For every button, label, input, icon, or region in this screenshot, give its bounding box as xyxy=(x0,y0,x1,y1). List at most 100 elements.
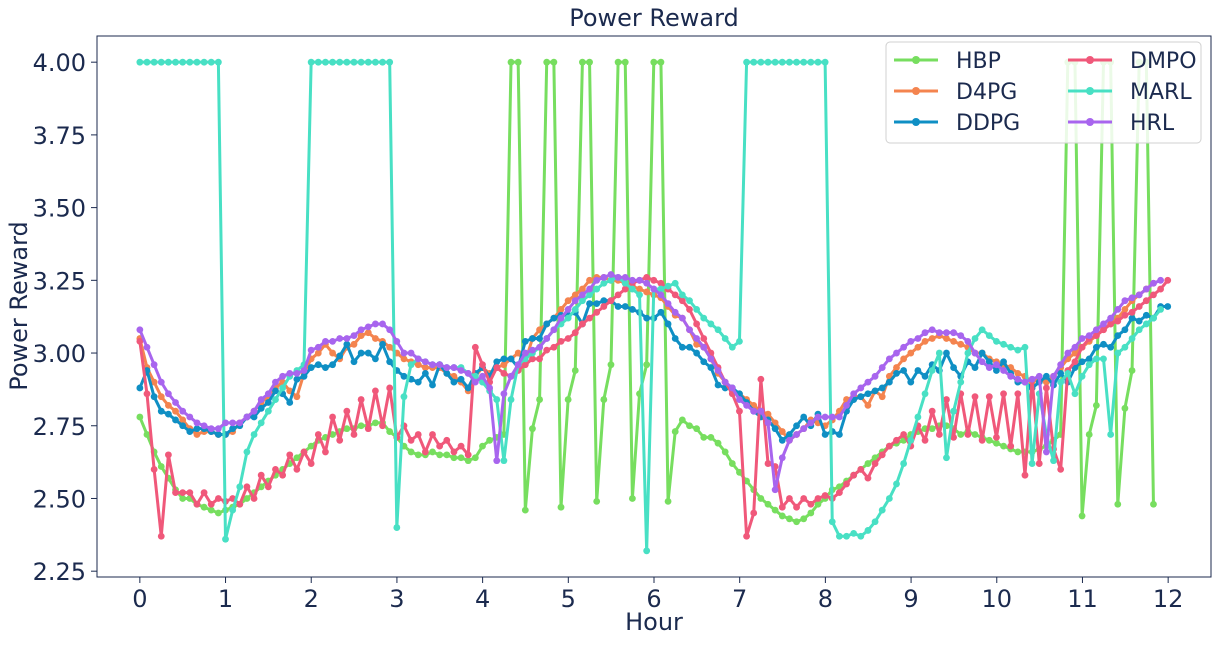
data-point-dmpo xyxy=(314,431,322,438)
data-point-hbp xyxy=(179,495,187,502)
data-point-marl xyxy=(307,58,315,66)
data-point-dmpo xyxy=(207,500,215,508)
data-point-dmpo xyxy=(257,471,265,479)
data-point-hrl xyxy=(307,346,315,354)
data-point-dmpo xyxy=(1121,311,1129,319)
data-point-hbp xyxy=(386,428,394,435)
data-point-ddpg xyxy=(1042,372,1050,380)
data-point-hrl xyxy=(1035,372,1043,380)
data-point-marl xyxy=(1135,326,1143,334)
data-point-marl xyxy=(264,407,272,415)
data-point-d4pg xyxy=(586,276,593,284)
data-point-ddpg xyxy=(1135,317,1143,325)
data-point-ddpg xyxy=(464,384,472,392)
x-tick-label: 4 xyxy=(475,585,490,613)
x-tick-label: 11 xyxy=(1067,585,1098,613)
data-point-hrl xyxy=(1114,306,1122,313)
data-point-hrl xyxy=(921,329,929,337)
data-point-marl xyxy=(143,58,151,66)
data-point-hrl xyxy=(1007,372,1015,380)
data-point-marl xyxy=(150,58,158,66)
data-point-marl xyxy=(214,58,222,66)
data-point-marl xyxy=(664,282,672,290)
data-point-marl xyxy=(393,524,401,531)
data-point-hrl xyxy=(764,419,772,427)
data-point-hrl xyxy=(800,425,808,433)
data-point-hrl xyxy=(736,396,743,403)
data-point-marl xyxy=(1050,457,1057,465)
data-point-hrl xyxy=(907,338,915,345)
data-point-hrl xyxy=(536,343,543,351)
data-point-dmpo xyxy=(736,407,743,415)
data-point-marl xyxy=(921,390,929,398)
data-point-hrl xyxy=(300,367,308,374)
data-point-marl xyxy=(600,279,608,287)
data-point-hbp xyxy=(507,58,515,66)
data-point-hrl xyxy=(157,378,165,386)
data-point-ddpg xyxy=(314,361,322,369)
data-point-hrl xyxy=(514,361,522,369)
data-point-ddpg xyxy=(686,343,693,351)
data-point-ddpg xyxy=(835,431,843,438)
data-point-dmpo xyxy=(614,291,622,299)
data-point-ddpg xyxy=(1142,311,1150,319)
data-point-marl xyxy=(914,413,922,421)
data-point-marl xyxy=(372,58,379,66)
data-point-d4pg xyxy=(1071,349,1079,357)
data-point-dmpo xyxy=(1057,465,1065,473)
data-point-marl xyxy=(828,518,836,526)
data-point-dmpo xyxy=(643,274,651,281)
data-point-hrl xyxy=(671,308,679,316)
data-point-hrl xyxy=(828,413,836,421)
data-point-hbp xyxy=(571,367,579,374)
data-point-hrl xyxy=(586,285,593,293)
data-point-hbp xyxy=(579,58,586,66)
data-point-hrl xyxy=(1085,332,1093,339)
data-point-ddpg xyxy=(993,367,1000,374)
data-point-dmpo xyxy=(593,308,601,316)
data-point-hbp xyxy=(550,58,558,66)
data-point-d4pg xyxy=(864,401,872,409)
y-tick-label: 2.25 xyxy=(33,558,86,586)
data-point-d4pg xyxy=(900,355,908,363)
data-point-marl xyxy=(493,396,501,403)
data-point-dmpo xyxy=(550,343,558,351)
data-point-marl xyxy=(700,314,708,322)
data-point-marl xyxy=(714,326,722,334)
data-point-hbp xyxy=(664,497,672,505)
data-point-hrl xyxy=(193,419,201,427)
data-point-d4pg xyxy=(928,335,936,342)
data-point-hbp xyxy=(928,425,936,433)
data-point-hbp xyxy=(707,433,715,441)
data-point-hrl xyxy=(364,323,372,331)
data-point-ddpg xyxy=(386,358,394,366)
data-point-marl xyxy=(165,58,172,66)
data-point-marl xyxy=(885,495,893,502)
data-point-hrl xyxy=(1121,297,1129,305)
data-point-hrl xyxy=(621,274,629,281)
data-point-dmpo xyxy=(950,433,957,441)
data-point-marl xyxy=(1142,320,1150,328)
data-point-dmpo xyxy=(136,338,144,345)
data-point-d4pg xyxy=(165,401,172,409)
data-point-hrl xyxy=(1000,367,1007,374)
plot-area xyxy=(136,58,1172,555)
data-point-hrl xyxy=(700,343,708,351)
data-point-hrl xyxy=(643,279,651,287)
data-point-d4pg xyxy=(500,361,508,369)
data-point-dmpo xyxy=(935,431,943,438)
data-point-hbp xyxy=(207,506,215,514)
data-point-ddpg xyxy=(157,407,165,415)
data-point-hrl xyxy=(814,413,822,421)
data-point-marl xyxy=(743,58,750,66)
data-point-hrl xyxy=(885,355,893,363)
data-point-marl xyxy=(272,396,279,403)
data-point-hrl xyxy=(1100,320,1107,328)
data-point-d4pg xyxy=(514,349,522,357)
data-point-dmpo xyxy=(372,387,379,395)
data-point-hrl xyxy=(443,364,451,371)
data-point-hbp xyxy=(457,454,465,462)
data-point-dmpo xyxy=(671,291,679,299)
data-point-ddpg xyxy=(914,367,922,374)
data-point-dmpo xyxy=(743,532,750,540)
